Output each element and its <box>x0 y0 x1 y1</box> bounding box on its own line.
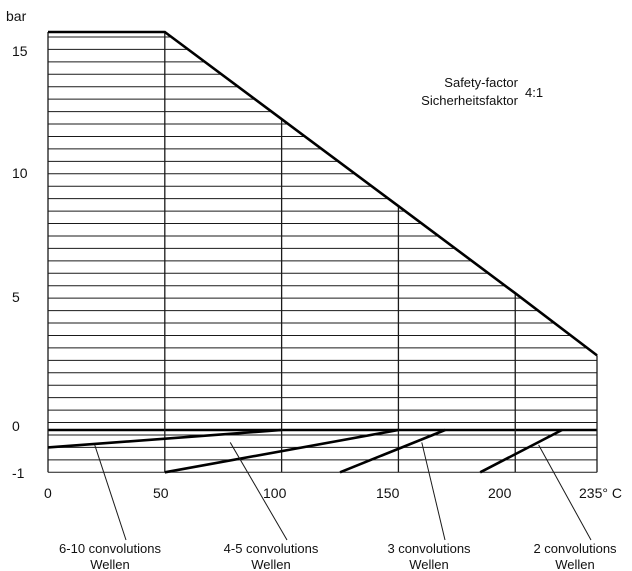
annotation-sublabel-3: Wellen <box>409 557 449 571</box>
y-tick-labels: 15 10 5 0 -1 <box>12 43 28 481</box>
safety-factor-ratio: 4:1 <box>525 85 543 100</box>
annotation-sublabel-2: Wellen <box>251 557 291 571</box>
pressure-envelope <box>48 30 598 357</box>
envelope-line <box>48 30 598 357</box>
x-tick-200: 200 <box>488 485 512 501</box>
x-tick-100: 100 <box>263 485 287 501</box>
x-tick-235: 235° C <box>579 485 622 501</box>
y-tick-15: 15 <box>12 43 28 59</box>
safety-factor-note: Safety-factor Sicherheitsfaktor 4:1 <box>421 75 543 108</box>
y-tick-5: 5 <box>12 289 20 305</box>
annotation-label-3: 3 convolutions <box>387 541 471 556</box>
grid-lines <box>48 36 597 473</box>
y-axis-unit-label: bar <box>6 8 27 24</box>
safety-factor-label-de: Sicherheitsfaktor <box>421 93 518 108</box>
x-tick-labels: 0 50 100 150 200 235° C <box>44 485 622 501</box>
annotation-leader-2 <box>229 442 288 541</box>
vacuum-line-1 <box>47 428 282 449</box>
annotation-label-4: 2 convolutions <box>533 541 617 556</box>
y-tick-0: 0 <box>12 418 20 434</box>
annotation-leader-4 <box>538 444 592 541</box>
vacuum-line-4 <box>479 428 563 474</box>
vacuum-line-2 <box>164 428 399 474</box>
vacuum-lines <box>47 428 563 474</box>
annotation-label-2: 4-5 convolutions <box>224 541 319 556</box>
annotation-sublabel-4: Wellen <box>555 557 595 571</box>
x-tick-0: 0 <box>44 485 52 501</box>
vertical-lines <box>47 32 598 473</box>
x-tick-150: 150 <box>376 485 400 501</box>
x-tick-50: 50 <box>153 485 169 501</box>
vacuum-line-3 <box>339 428 446 474</box>
annotation-leader-3 <box>421 442 446 541</box>
annotation-sublabel-1: Wellen <box>90 557 130 571</box>
y-tick-minus-1: -1 <box>12 465 25 481</box>
safety-factor-label: Safety-factor <box>444 75 518 90</box>
annotation-label-1: 6-10 convolutions <box>59 541 161 556</box>
y-tick-10: 10 <box>12 165 28 181</box>
annotation-leader-1 <box>94 444 127 541</box>
